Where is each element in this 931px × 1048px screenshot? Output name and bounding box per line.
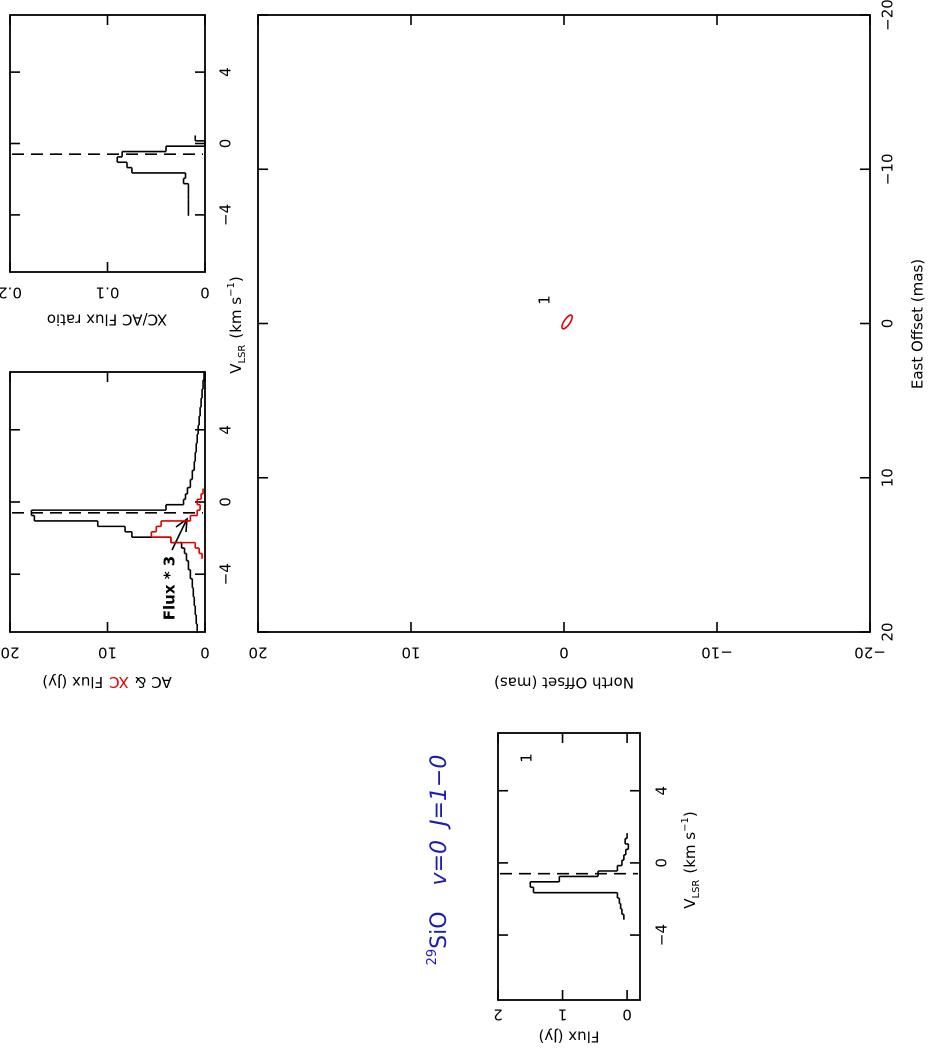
y-axis-label: North Offset (mas) [494, 674, 634, 692]
title-sup: 29 [425, 949, 440, 966]
y-tick-label: 0 [200, 644, 210, 662]
annotation: Flux * 3 [161, 556, 179, 620]
label-part: AC & [135, 674, 172, 692]
x-tick-label: 10 [879, 468, 897, 487]
title-part: v=0 [427, 840, 452, 885]
x-tick-label: 0 [653, 858, 671, 868]
label-sub: LSR [237, 345, 248, 364]
y-tick-label: 0.2 [0, 284, 22, 302]
plot-frame [497, 732, 641, 1001]
x-tick-label: 0 [217, 139, 235, 149]
x-tick-label: 0 [879, 319, 897, 329]
x-tick-label: −4 [653, 924, 671, 946]
label-part: ) [227, 276, 245, 282]
x-tick-label: −20 [879, 0, 897, 31]
label-part: ) [681, 811, 699, 817]
y-tick-label: 0 [200, 284, 210, 302]
spot-label: 1 [536, 295, 554, 305]
plot-frame [257, 14, 871, 633]
label-part: XC [109, 674, 129, 692]
label-part: V [227, 363, 245, 374]
maser-spot [561, 314, 573, 330]
y-tick-label: 0.1 [96, 284, 120, 302]
annotation-arrowhead [175, 517, 188, 533]
x-axis-label: VLSR (km s−1) [680, 811, 702, 908]
y-axis-label: XC/AC Flux ratio [47, 311, 167, 329]
label-part: (km s [227, 297, 245, 339]
x-tick-label: 4 [217, 67, 235, 77]
label-sup: −1 [226, 282, 237, 297]
title-part: SiO [427, 911, 452, 948]
annotation: 1 [518, 753, 536, 763]
x-tick-label: −10 [879, 153, 897, 185]
y-tick-label: 10 [98, 644, 117, 662]
chart-title: 29SiO v=0 J=1−0 [425, 755, 452, 966]
y-tick-label: −20 [854, 644, 886, 662]
x-tick-label: 0 [217, 497, 235, 507]
label-sup: −1 [680, 817, 691, 832]
y-axis-label: Flux (Jy) [539, 1028, 600, 1046]
label-sub: LSR [691, 880, 702, 899]
x-tick-label: 4 [217, 425, 235, 435]
label-part: Flux (Jy) [42, 674, 103, 692]
x-tick-label: −4 [217, 204, 235, 226]
y-tick-label: 2 [493, 1006, 503, 1024]
y-tick-label: 1 [558, 1006, 568, 1024]
y-axis-label: AC & XC Flux (Jy) [42, 674, 172, 692]
title-part: J=1−0 [427, 755, 452, 830]
y-tick-label: −10 [701, 644, 733, 662]
x-tick-label: 20 [879, 622, 897, 641]
plot-frame [9, 14, 206, 273]
annotation-arrow [171, 520, 187, 551]
label-part: (km s [681, 832, 699, 874]
y-tick-label: 10 [401, 644, 420, 662]
y-tick-label: 0 [559, 644, 569, 662]
label-part: V [681, 898, 699, 909]
y-tick-label: 20 [0, 644, 19, 662]
x-axis-label: VLSR (km s−1) [226, 276, 248, 373]
y-tick-label: 20 [248, 644, 267, 662]
y-tick-label: 0 [622, 1006, 632, 1024]
x-tick-label: −4 [217, 563, 235, 585]
x-axis-label: East Offset (mas) [909, 259, 927, 389]
x-tick-label: 4 [653, 786, 671, 796]
